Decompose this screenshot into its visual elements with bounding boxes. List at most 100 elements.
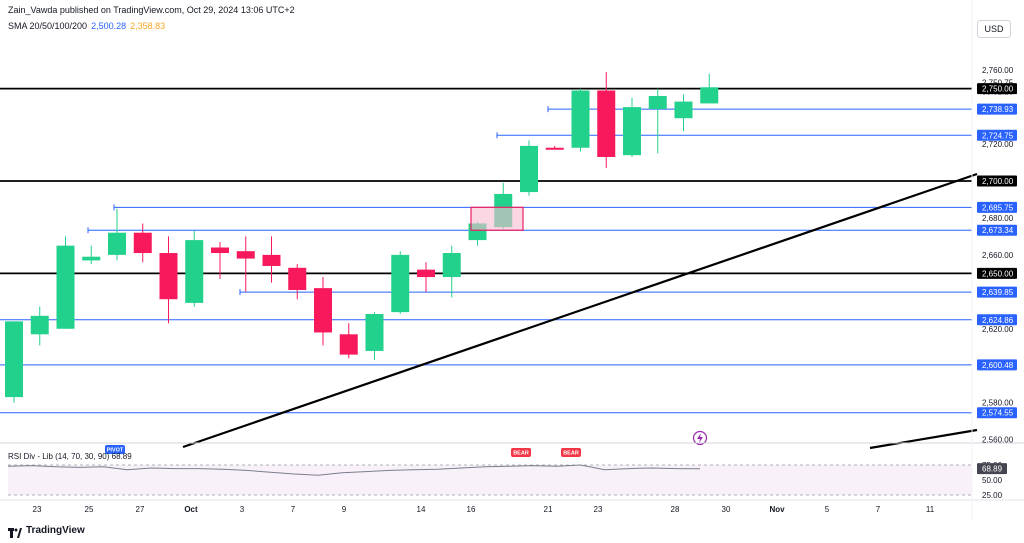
date-tick-label: 7 xyxy=(291,505,296,514)
trend-line-lower xyxy=(869,428,978,450)
level-price-label-bg xyxy=(977,267,1017,279)
rsi-legend[interactable]: RSI Div - Lib (14, 70, 30, 90) 68.89 xyxy=(8,452,132,461)
price-axis[interactable]: 2,760.002,740.002,720.002,680.002,660.00… xyxy=(977,66,1017,445)
rsi-current-label: 68.89 xyxy=(982,465,1003,474)
level-price-label-text: 2,650.00 xyxy=(982,269,1014,278)
candle-body xyxy=(674,101,693,119)
candle-body xyxy=(597,90,616,157)
level-price-label: 2,700.00 xyxy=(977,175,1017,187)
rsi-divergence-badge: PIVOT xyxy=(105,445,125,454)
date-tick-label: 11 xyxy=(926,505,935,514)
price-tick-label: 2,620.00 xyxy=(982,325,1014,334)
candle xyxy=(5,321,23,403)
level-price-label-text: 2,639.85 xyxy=(982,288,1014,297)
date-tick-label: 9 xyxy=(342,505,347,514)
candle-body xyxy=(571,90,590,148)
candle-body xyxy=(262,254,281,266)
candle xyxy=(700,73,719,104)
level-price-label-bg xyxy=(977,407,1017,419)
rsi-badge-text: PIVOT xyxy=(107,448,124,454)
rsi-badge-bg xyxy=(561,448,581,457)
rsi-line xyxy=(7,464,701,476)
candle xyxy=(133,223,152,263)
candle xyxy=(30,306,49,346)
date-tick-label: 27 xyxy=(136,505,145,514)
publisher-caption: Zain_Vawda published on TradingView.com,… xyxy=(8,5,295,15)
level-price-label-text: 2,750.00 xyxy=(982,85,1014,94)
rsi-badge-bg xyxy=(511,448,531,457)
level-price-label: 2,639.85 xyxy=(977,286,1017,298)
rsi-current-label-bg xyxy=(977,463,1007,475)
date-axis[interactable]: 23 25 27 Oct 3 7 9 14 16 21 23 28 30 Nov 5 7 11 xyxy=(0,0,1024,520)
level-price-label-text: 2,574.55 xyxy=(982,409,1014,418)
rsi-tick-label: 25.00 xyxy=(982,491,1003,500)
date-tick-label: 30 xyxy=(722,505,731,514)
candle-body xyxy=(339,334,358,355)
level-price-label: 2,724.75 xyxy=(977,129,1017,141)
candle-body xyxy=(417,269,435,278)
price-tick-label: 2,760.00 xyxy=(982,66,1014,75)
date-tick-label: 25 xyxy=(85,505,94,514)
level-price-label: 2,673.34 xyxy=(977,224,1017,236)
price-tick-label: 2,680.00 xyxy=(982,214,1014,223)
rsi-badge-bg xyxy=(105,445,125,454)
candle xyxy=(442,245,461,298)
level-price-label: 2,624.86 xyxy=(977,314,1017,326)
sma-indicator-name: SMA 20/50/100/200 xyxy=(8,21,88,31)
rsi-divergence-badge: BEAR xyxy=(511,448,531,457)
level-price-label: 2,600.48 xyxy=(977,359,1017,371)
candle-body xyxy=(314,288,332,333)
level-price-label: 2,650.00 xyxy=(977,267,1017,279)
candle-body xyxy=(82,256,101,261)
level-price-label-bg xyxy=(977,314,1017,326)
breakout-box xyxy=(470,206,524,231)
price-tick-label: 2,660.00 xyxy=(982,251,1014,260)
tradingview-brand[interactable]: TradingView xyxy=(8,524,85,538)
level-price-label-text: 2,685.75 xyxy=(982,203,1014,212)
rsi-tick-label: 50.00 xyxy=(982,476,1003,485)
candle xyxy=(417,262,435,292)
candle-body xyxy=(545,147,564,150)
candle xyxy=(339,323,358,359)
horizontal-levels xyxy=(0,87,972,414)
date-tick-label: 16 xyxy=(467,505,476,514)
sma-legend[interactable]: SMA 20/50/100/200 2,500.28 2,358.83 xyxy=(8,21,165,31)
current-price-value: 2,750.75 xyxy=(982,78,1014,87)
level-price-label-bg xyxy=(977,103,1017,115)
candle xyxy=(520,140,538,196)
currency-selector-button[interactable]: USD xyxy=(977,20,1011,38)
lightning-icon xyxy=(692,430,708,446)
candle-body xyxy=(5,321,23,398)
candles xyxy=(5,72,719,403)
candle xyxy=(82,245,101,265)
level-price-label-text: 2,724.75 xyxy=(982,131,1014,140)
candle-body xyxy=(391,254,410,313)
candle xyxy=(236,236,255,292)
rsi-badge-text: BEAR xyxy=(563,451,579,457)
level-price-label-text: 2,738.93 xyxy=(982,105,1014,114)
candle-body xyxy=(211,247,229,254)
price-tick-label: 2,560.00 xyxy=(982,436,1014,445)
candle-body xyxy=(520,145,538,193)
candle-body xyxy=(159,253,178,300)
candle xyxy=(288,264,307,300)
date-tick-label: Nov xyxy=(769,505,785,514)
rsi-divergence-badge: BEAR xyxy=(561,448,581,457)
date-tick-label: 5 xyxy=(825,505,830,514)
lightning-icon-ring xyxy=(692,430,708,446)
date-tick-label: 7 xyxy=(876,505,881,514)
date-tick-label: 23 xyxy=(33,505,42,514)
rsi-legend-value: 68.89 xyxy=(111,452,132,461)
tradingview-brand-name: TradingView xyxy=(26,524,85,536)
trend-line xyxy=(182,172,978,449)
sma-value-1: 2,500.28 xyxy=(91,21,127,31)
candle xyxy=(391,251,410,314)
candle xyxy=(56,236,75,329)
candle xyxy=(545,145,564,150)
date-tick-label: 21 xyxy=(544,505,553,514)
level-price-label-text: 2,600.48 xyxy=(982,361,1014,370)
rsi-indicator-name: RSI Div - Lib (14, 70, 30, 90) xyxy=(8,452,110,461)
date-tick-label: Oct xyxy=(184,505,198,514)
